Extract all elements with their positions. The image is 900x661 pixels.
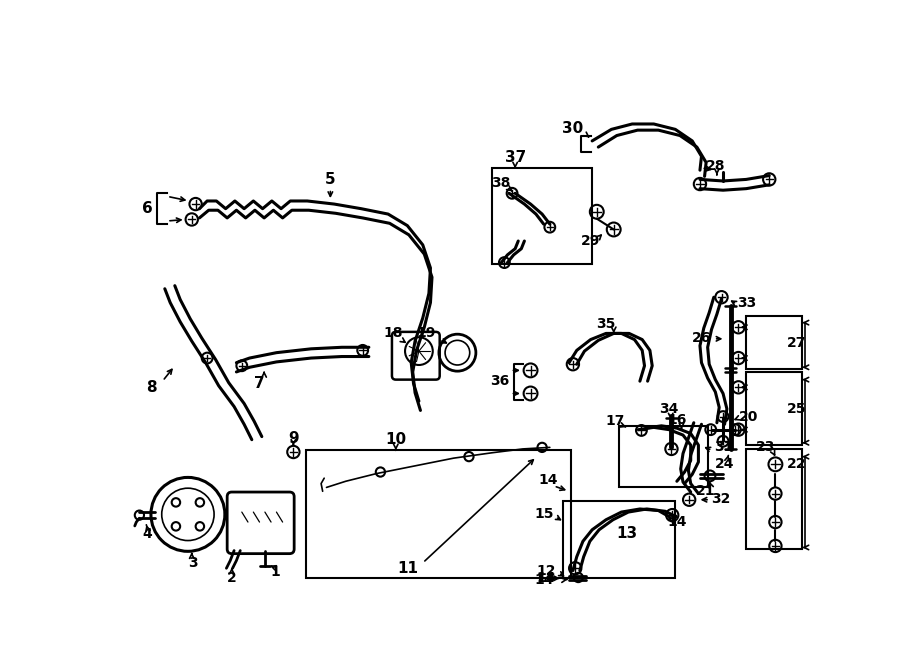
Text: 9: 9: [288, 430, 299, 446]
Text: 16: 16: [667, 413, 687, 428]
Text: 4: 4: [142, 527, 152, 541]
Text: 22: 22: [787, 457, 806, 471]
Text: 13: 13: [616, 526, 637, 541]
Text: 6: 6: [141, 201, 152, 216]
Text: 12: 12: [536, 564, 555, 578]
Text: 24: 24: [715, 457, 734, 471]
Bar: [619, 426, 707, 487]
Text: 38: 38: [491, 176, 511, 190]
Text: 15: 15: [535, 508, 554, 522]
Text: 33: 33: [737, 295, 756, 309]
Text: 35: 35: [597, 317, 616, 331]
Bar: [492, 168, 592, 264]
Bar: [746, 317, 802, 369]
Text: 36: 36: [491, 374, 509, 388]
Text: 20: 20: [738, 410, 758, 424]
Text: 32: 32: [712, 492, 731, 506]
Text: 18: 18: [383, 327, 403, 340]
Text: 25: 25: [787, 402, 806, 416]
Text: 2: 2: [227, 571, 237, 585]
Bar: [746, 372, 802, 445]
Text: 28: 28: [706, 159, 725, 173]
Text: 29: 29: [580, 234, 600, 248]
Text: 14: 14: [536, 571, 555, 585]
Text: 19: 19: [417, 327, 436, 340]
Text: 30: 30: [562, 121, 583, 136]
Bar: [746, 449, 802, 549]
Text: 14: 14: [667, 515, 687, 529]
Text: 17: 17: [606, 414, 625, 428]
Bar: [306, 450, 572, 578]
Text: 27: 27: [787, 336, 806, 350]
Text: 5: 5: [325, 172, 336, 187]
Text: 26: 26: [692, 331, 712, 345]
Text: 8: 8: [147, 380, 157, 395]
Text: 21: 21: [697, 485, 716, 498]
Text: 11: 11: [397, 561, 418, 576]
Text: 14: 14: [538, 473, 558, 486]
Text: 10: 10: [385, 432, 407, 447]
Text: 23: 23: [756, 440, 775, 454]
Text: 37: 37: [505, 150, 526, 165]
Text: 14: 14: [535, 573, 554, 587]
Text: 3: 3: [188, 556, 198, 570]
Text: 31: 31: [714, 440, 734, 454]
Text: 1: 1: [270, 565, 280, 579]
Text: 34: 34: [660, 402, 679, 416]
Bar: [562, 501, 674, 578]
Text: 7: 7: [254, 376, 265, 391]
